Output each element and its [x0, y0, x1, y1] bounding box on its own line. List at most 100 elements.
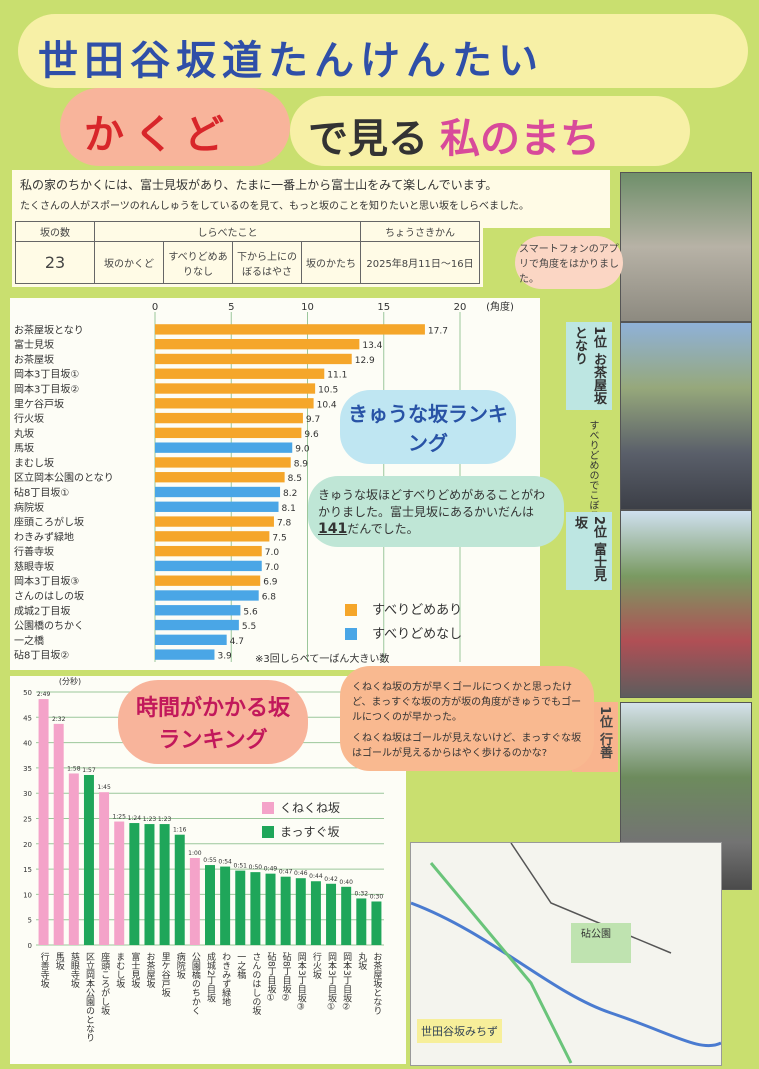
bar — [155, 339, 360, 350]
y-tick-label: 40 — [23, 740, 32, 748]
category-label: 公園橋のちかく — [14, 619, 84, 632]
bar — [83, 774, 94, 945]
x-tick-label: 10 — [301, 302, 314, 313]
category-label: お茶屋坂となり — [371, 952, 382, 1015]
bar — [155, 457, 291, 468]
y-tick-label: 30 — [23, 790, 32, 798]
bar — [205, 865, 215, 945]
note-app: スマートフォンのアプリで角度をはかりました。 — [515, 236, 623, 289]
value-label: 0:51 — [234, 863, 248, 870]
y-tick-label: 10 — [23, 891, 32, 899]
x-tick-label: 5 — [228, 302, 234, 313]
legend-swatch — [345, 628, 357, 640]
category-label: 行善寺坂 — [14, 545, 54, 558]
category-label: 富士見坂 — [129, 951, 140, 989]
category-label: 病院坂 — [175, 952, 186, 980]
td: 2025年8月11日〜16日 — [360, 241, 480, 284]
value-label: 1:23 — [158, 816, 172, 823]
chart-title: きゅうな坂ランキング — [340, 390, 516, 464]
rank-label: 2位 富士見坂 — [566, 512, 612, 590]
y-tick-label: 15 — [23, 866, 32, 874]
category-label: 区立岡本公園のとなり — [84, 952, 95, 1042]
bar — [155, 398, 314, 409]
td: 23 — [15, 241, 95, 284]
category-label: 馬坂 — [14, 442, 34, 455]
bar — [356, 898, 367, 945]
value-label: 1:45 — [97, 784, 111, 791]
category-label: 岡本3丁目坂① — [326, 952, 337, 1013]
category-label: さんのはしの坂 — [14, 589, 84, 602]
category-label: 丸坂 — [14, 427, 34, 440]
bar — [310, 881, 321, 945]
photo — [620, 510, 752, 698]
bar — [155, 590, 259, 601]
category-label: 岡本3丁目坂② — [341, 952, 352, 1013]
bar — [220, 866, 231, 945]
category-label: お茶屋坂 — [14, 353, 54, 366]
value-label: 0:40 — [339, 879, 353, 886]
legend-swatch — [262, 802, 274, 814]
value-label: 5.5 — [242, 622, 256, 632]
bar — [53, 723, 64, 945]
rank-num: 1位 — [597, 706, 612, 729]
td: 下から上にのぼるはやさ — [232, 241, 302, 284]
y-tick-label: 50 — [23, 689, 32, 697]
category-label: 砧8丁目坂① — [266, 951, 277, 1004]
value-label: 0:46 — [294, 870, 308, 877]
value-label: 1:25 — [112, 814, 126, 821]
category-label: 成城2丁目坂 — [14, 604, 70, 617]
category-label: 里ケ谷戸坂 — [14, 397, 64, 410]
category-label: 座頭ころがし坂 — [99, 952, 110, 1016]
value-label: 11.1 — [327, 371, 347, 381]
category-label: 丸坂 — [356, 951, 367, 971]
value-label: 1:57 — [82, 767, 96, 774]
bar — [155, 368, 325, 379]
bar — [155, 501, 279, 512]
bar — [280, 876, 291, 945]
legend-swatch — [345, 604, 357, 616]
value-label: 7.0 — [265, 563, 280, 573]
bar — [68, 773, 79, 945]
value-label: 13.4 — [362, 341, 382, 351]
category-label: わきみず緑地 — [220, 952, 231, 1006]
bubble-text: だんでした。 — [347, 522, 419, 536]
x-tick-label: 20 — [454, 302, 467, 313]
intro-line: 私の家のちかくには、富士見坂があり、たまに一番上から富士山をみて楽しんでいます。 — [20, 178, 498, 192]
value-label: 0:49 — [264, 866, 278, 873]
bubble-text: くねくね坂の方が早くゴールにつくかと思ったけど、まっすぐな坂の方が坂の角度がきゅ… — [352, 682, 582, 723]
value-label: 8.2 — [283, 489, 297, 499]
bar — [155, 442, 293, 453]
y-tick-label: 45 — [23, 714, 32, 722]
category-label: 岡本3丁目坂③ — [14, 575, 79, 588]
value-label: 7.5 — [272, 533, 286, 543]
value-label: 9.7 — [306, 415, 320, 425]
value-label: 1:24 — [128, 815, 142, 822]
category-label: 砧8丁目坂① — [14, 486, 69, 499]
axis-label: (分秒) — [59, 676, 81, 686]
bar — [155, 427, 302, 439]
subtitle-bg: で見る 私のまち — [290, 96, 690, 166]
x-tick-label: 0 — [152, 302, 158, 313]
subtitle-bg: かくど — [60, 88, 290, 166]
category-label: さんのはしの坂 — [250, 952, 260, 1016]
value-label: 12.9 — [355, 356, 375, 366]
bubble: きゅうな坂ほどすべりどめがあることがわかりました。富士見坂にあるかいだんは 141… — [308, 476, 564, 547]
value-label: 7.8 — [277, 519, 292, 529]
bar — [99, 792, 110, 945]
category-label: 行善寺坂 — [39, 951, 50, 989]
photo — [620, 322, 752, 510]
category-label: 座頭ころがし坂 — [14, 516, 84, 529]
bar — [295, 878, 306, 945]
category-label: わきみず緑地 — [14, 530, 74, 543]
bar — [155, 634, 227, 645]
td: すべりどめありなし — [163, 241, 233, 284]
bubble-text: くねくね坂はゴールが見えないけど、まっすぐな坂はゴールが見えるからはやく歩けるの… — [352, 733, 582, 759]
category-label: 病院坂 — [14, 501, 44, 514]
value-label: 1:16 — [173, 827, 187, 834]
chart-title: 時間がかかる坂ランキング — [118, 680, 308, 764]
bar — [155, 575, 261, 586]
category-label: 成城2丁目坂 — [205, 951, 216, 1004]
value-label: 2:32 — [52, 716, 66, 723]
value-label: 10.4 — [317, 400, 337, 410]
bar — [155, 531, 270, 542]
